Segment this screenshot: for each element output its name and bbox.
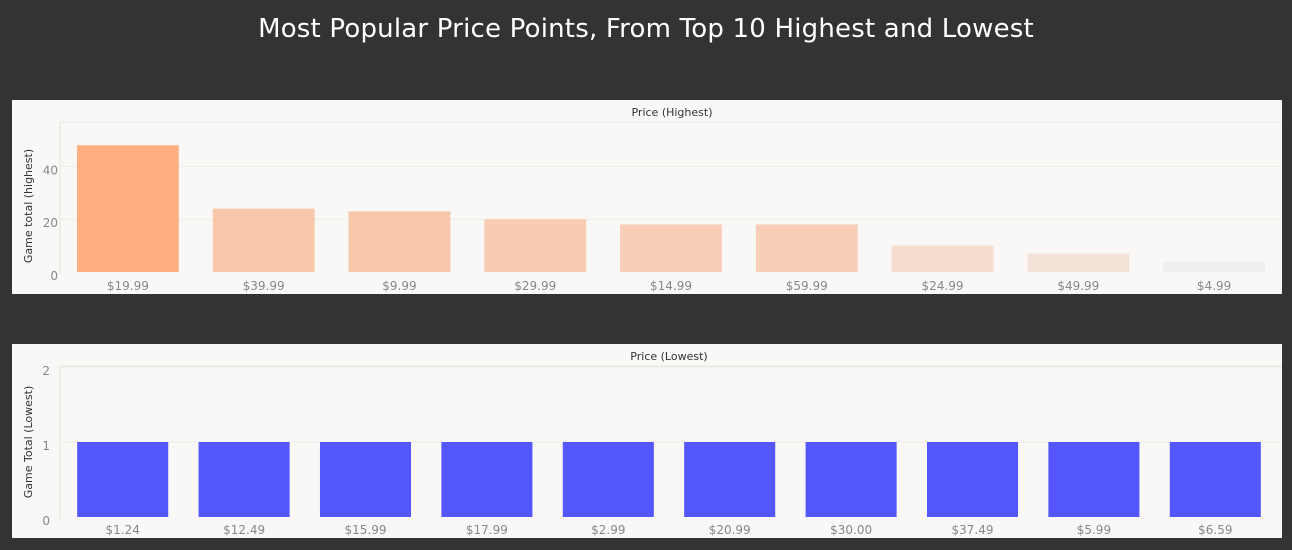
chart-0-category-label-6: $24.99 <box>922 279 964 293</box>
chart-0-bar-5 <box>755 224 858 272</box>
chart-1-bar-4 <box>562 442 654 517</box>
chart-1-category-label-8: $5.99 <box>1077 523 1111 537</box>
chart-1-column-header: Price (Lowest) <box>630 350 707 363</box>
chart-0-category-label-7: $49.99 <box>1057 279 1099 293</box>
chart-1-bar-7 <box>926 442 1019 517</box>
chart-0-bar-8 <box>1163 261 1266 272</box>
chart-0-y-tick-0: 0 <box>50 269 58 283</box>
chart-1-category-label-4: $2.99 <box>591 523 625 537</box>
chart-0-bar-4 <box>620 224 722 272</box>
chart-1-bar-8 <box>1048 442 1140 517</box>
chart-0-category-label-0: $19.99 <box>107 279 149 293</box>
chart-1-category-label-7: $37.49 <box>952 523 994 537</box>
chart-1-category-label-0: $1.24 <box>106 523 140 537</box>
chart-1-bar-5 <box>684 442 776 517</box>
chart-1-bar-1 <box>198 442 290 517</box>
chart-highest: Price (Highest) Game total (highest) 0 20 40… <box>22 106 1282 293</box>
chart-lowest: Price (Lowest) Game Total (Lowest) 0 1 2 $1.2… <box>22 350 1282 537</box>
chart-0-column-header: Price (Highest) <box>631 106 712 119</box>
chart-0-bar-7 <box>1027 253 1130 272</box>
chart-1-bar-3 <box>441 442 533 517</box>
chart-1-category-label-1: $12.49 <box>223 523 265 537</box>
chart-0-bar-2 <box>348 211 451 272</box>
chart-0-bar-1 <box>212 208 315 272</box>
chart-0-bar-3 <box>484 219 587 272</box>
chart-1-y-tick-2: 2 <box>42 364 50 378</box>
chart-1-bar-9 <box>1169 442 1261 517</box>
chart-1-category-label-2: $15.99 <box>345 523 387 537</box>
chart-0-y-axis-label: Game total (highest) <box>22 149 35 263</box>
chart-0-y-tick-1: 20 <box>43 216 58 230</box>
dashboard-title: Most Popular Price Points, From Top 10 H… <box>258 14 1034 44</box>
chart-0-category-label-8: $4.99 <box>1197 279 1231 293</box>
chart-1-bar-0 <box>77 442 169 517</box>
chart-0-category-label-2: $9.99 <box>382 279 416 293</box>
chart-0-category-label-4: $14.99 <box>650 279 692 293</box>
chart-highest-panel: Price (Highest) Game total (highest) 0 20 40… <box>12 100 1282 294</box>
chart-1-category-label-5: $20.99 <box>709 523 751 537</box>
chart-1-bar-2 <box>319 442 412 517</box>
chart-0-y-tick-2: 40 <box>43 163 58 177</box>
chart-0-bar-0 <box>76 145 179 272</box>
chart-0-bar-6 <box>891 245 994 272</box>
chart-0-category-label-1: $39.99 <box>243 279 285 293</box>
chart-1-bar-6 <box>805 442 897 517</box>
chart-1-category-label-9: $6.59 <box>1198 523 1232 537</box>
chart-1-y-tick-0: 0 <box>42 514 50 528</box>
chart-1-y-axis-label: Game Total (Lowest) <box>22 386 35 499</box>
chart-1-category-label-3: $17.99 <box>466 523 508 537</box>
chart-0-category-label-3: $29.99 <box>514 279 556 293</box>
chart-0-category-label-5: $59.99 <box>786 279 828 293</box>
chart-1-y-tick-1: 1 <box>42 439 50 453</box>
chart-lowest-panel: Price (Lowest) Game Total (Lowest) 0 1 2 $1.2… <box>12 344 1282 538</box>
chart-1-category-label-6: $30.00 <box>830 523 872 537</box>
